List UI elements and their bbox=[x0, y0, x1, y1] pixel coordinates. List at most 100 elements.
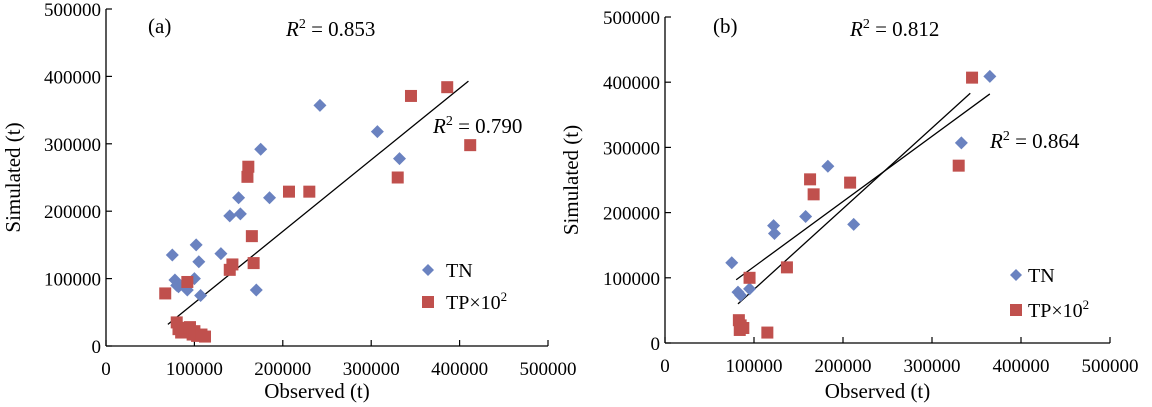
r-symbol: R bbox=[432, 114, 446, 138]
x-tick-label: 500000 bbox=[1082, 356, 1139, 377]
x-axis-label: Observed (t) bbox=[825, 379, 931, 403]
tn-data-point bbox=[233, 207, 247, 221]
legend-tn-marker bbox=[422, 264, 434, 276]
x-tick-label: 500000 bbox=[520, 359, 577, 380]
y-axis-label: Simulated (t) bbox=[1, 122, 25, 232]
tp-data-point bbox=[844, 176, 857, 189]
r-squared-label: R2 = 0.864 bbox=[989, 129, 1080, 153]
tn-data-point bbox=[165, 248, 179, 262]
tp-data-point bbox=[303, 185, 316, 198]
tn-data-point bbox=[734, 288, 748, 302]
y-tick-label: 200000 bbox=[44, 202, 101, 223]
r-squared-value: = 0.853 bbox=[306, 17, 376, 41]
tp-data-point bbox=[159, 287, 172, 300]
tp-data-point bbox=[804, 173, 817, 186]
tp-data-point bbox=[245, 230, 258, 243]
tn-data-point bbox=[767, 219, 781, 233]
legend-tp-text: TP×10 bbox=[446, 292, 501, 314]
trendline bbox=[167, 80, 469, 325]
tp-data-point bbox=[181, 275, 194, 288]
r-squared-value: = 0.790 bbox=[453, 114, 523, 138]
x-tick-label: 0 bbox=[660, 356, 670, 377]
tn-data-point bbox=[954, 136, 968, 150]
tp-data-point bbox=[807, 188, 820, 201]
legend-tn-marker bbox=[1010, 269, 1022, 281]
x-tick-label: 100000 bbox=[726, 356, 783, 377]
superscript-2: 2 bbox=[1003, 129, 1010, 144]
superscript-2: 2 bbox=[863, 17, 870, 32]
tn-data-point bbox=[743, 282, 757, 296]
tp-data-point bbox=[404, 89, 417, 102]
r-symbol: R bbox=[849, 17, 863, 41]
r-squared-label: R2 = 0.790 bbox=[432, 114, 522, 138]
tn-data-point bbox=[725, 256, 739, 270]
y-tick-label: 200000 bbox=[603, 204, 660, 225]
tp-data-point bbox=[391, 171, 404, 184]
r-symbol: R bbox=[989, 129, 1003, 153]
r-squared-label: R2 = 0.812 bbox=[849, 17, 939, 41]
superscript-2: 2 bbox=[446, 114, 453, 129]
tn-data-point bbox=[223, 209, 237, 223]
y-tick-label: 400000 bbox=[44, 67, 101, 88]
legend-tp-text: TP×10 bbox=[1028, 300, 1083, 322]
tn-data-point bbox=[370, 125, 384, 139]
legend-tp-label: TP×102 bbox=[446, 289, 507, 314]
r-squared-value: = 0.864 bbox=[1010, 129, 1080, 153]
tp-data-point bbox=[199, 330, 212, 343]
x-tick-label: 400000 bbox=[431, 359, 488, 380]
tp-data-point bbox=[226, 258, 239, 271]
tp-data-point bbox=[242, 160, 255, 173]
tp-data-point bbox=[737, 322, 750, 335]
legend-tp-superscript: 2 bbox=[1083, 297, 1090, 312]
y-tick-label: 100000 bbox=[603, 269, 660, 290]
r-symbol: R bbox=[285, 17, 299, 41]
tn-data-point bbox=[847, 217, 861, 231]
y-tick-label: 0 bbox=[651, 334, 661, 355]
y-tick-label: 400000 bbox=[603, 73, 660, 94]
x-tick-label: 400000 bbox=[993, 356, 1050, 377]
y-tick-label: 300000 bbox=[44, 135, 101, 156]
tp-data-point bbox=[464, 139, 477, 152]
y-tick-label: 500000 bbox=[603, 8, 660, 29]
tn-data-point bbox=[214, 247, 228, 261]
legend-tn-label: TN bbox=[446, 260, 473, 282]
legend-tp-label: TP×102 bbox=[1028, 297, 1089, 322]
r-squared-label: R2 = 0.853 bbox=[285, 17, 375, 41]
tp-data-point bbox=[241, 170, 254, 183]
y-tick-label: 0 bbox=[92, 337, 102, 358]
legend-tp-superscript: 2 bbox=[501, 289, 508, 304]
tp-data-point bbox=[966, 71, 979, 84]
tn-data-point bbox=[189, 238, 203, 252]
tn-data-point bbox=[799, 210, 813, 224]
y-tick-label: 100000 bbox=[44, 270, 101, 291]
tp-data-point bbox=[743, 271, 756, 284]
tp-data-point bbox=[952, 159, 965, 172]
panel-label: (b) bbox=[713, 14, 738, 38]
trendline bbox=[735, 93, 991, 281]
x-tick-label: 200000 bbox=[815, 356, 872, 377]
tn-data-point bbox=[192, 255, 206, 269]
tn-data-point bbox=[767, 226, 781, 240]
tn-data-point bbox=[254, 142, 268, 156]
legend-tp-marker bbox=[422, 296, 434, 308]
tn-data-point bbox=[249, 283, 263, 297]
superscript-2: 2 bbox=[299, 17, 306, 32]
tn-data-point bbox=[983, 69, 997, 83]
chart-panel-a: 0 100000 200000 300000 400000 500000 0 100000 20… bbox=[1, 0, 577, 403]
y-tick-label: 500000 bbox=[44, 0, 101, 21]
tn-data-point bbox=[821, 159, 835, 173]
tn-data-point bbox=[194, 288, 208, 302]
tn-data-point bbox=[313, 98, 327, 112]
legend: TN TP×102 bbox=[422, 260, 507, 314]
x-axis-label: Observed (t) bbox=[264, 379, 370, 403]
r-squared-value: = 0.812 bbox=[870, 17, 940, 41]
tn-data-point bbox=[263, 191, 277, 205]
tp-data-point bbox=[761, 326, 774, 339]
x-tick-label: 0 bbox=[101, 359, 111, 380]
tp-data-point bbox=[441, 81, 454, 94]
legend-tp-marker bbox=[1010, 304, 1022, 316]
y-axis-label: Simulated (t) bbox=[559, 125, 583, 235]
tp-data-point bbox=[282, 185, 295, 198]
tn-data-point bbox=[392, 152, 406, 166]
